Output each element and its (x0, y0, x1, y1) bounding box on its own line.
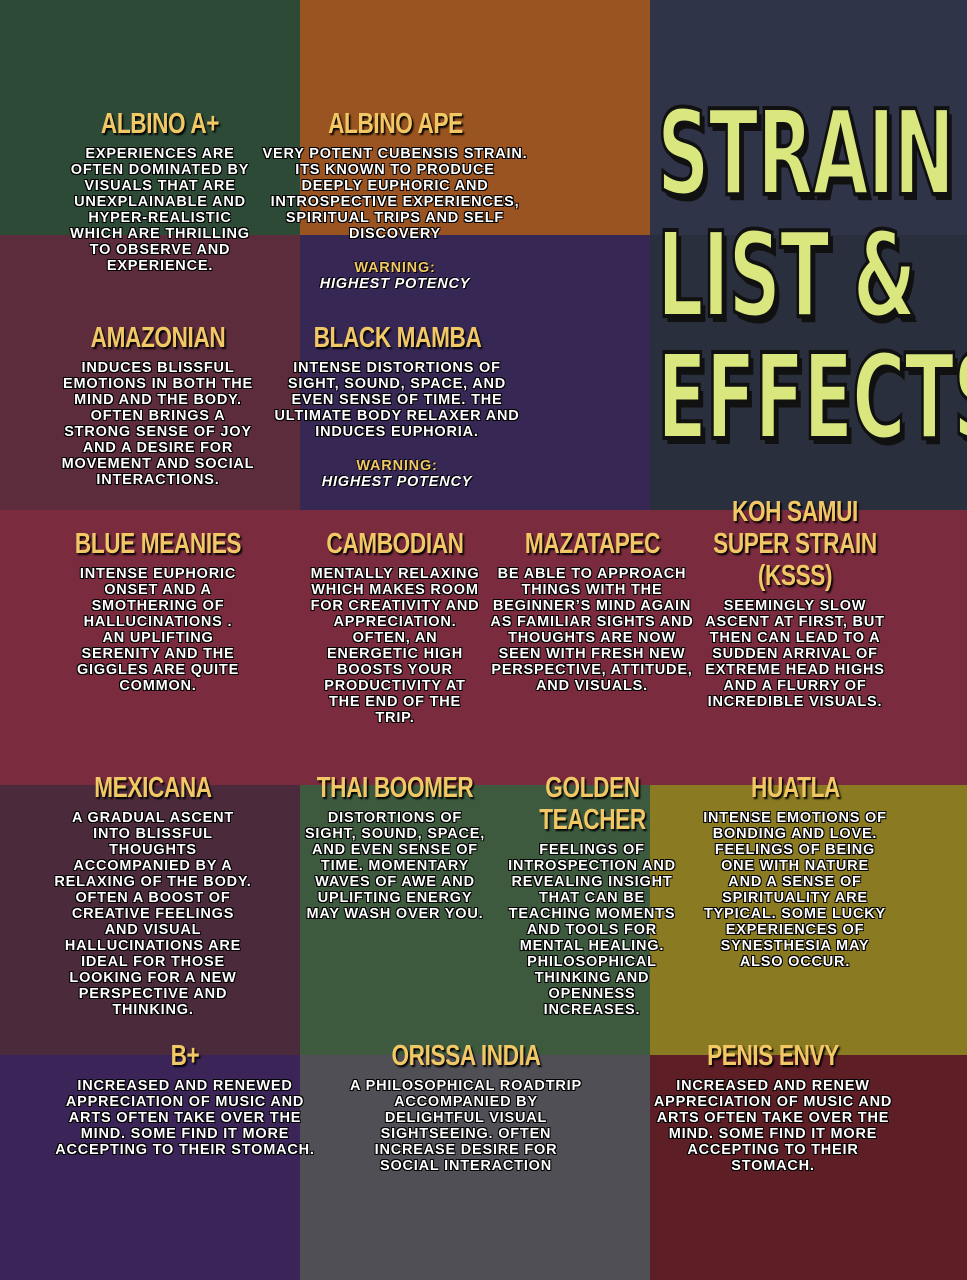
strain-card: AMAZONIAN INDUCES BLISSFUL EMOTIONS IN BO… (58, 322, 258, 488)
bg-tile (650, 0, 967, 235)
warning: WARNING: HIGHEST POTENCY (270, 458, 525, 490)
strain-card: CAMBODIAN MENTALLY RELAXING WHICH MAKES R… (310, 528, 480, 726)
strain-card: BLUE MEANIES INTENSE EUPHORIC ONSET AND A… (73, 528, 243, 694)
bg-tile (0, 0, 300, 235)
strain-description: INTENSE DISTORTIONS OF SIGHT, SOUND, SPA… (274, 360, 520, 440)
warning-label: WARNING: (354, 260, 436, 276)
bg-tile (0, 785, 300, 1055)
title-line: EFFECTS (656, 328, 967, 466)
strain-card: ORISSA INDIA A PHILOSOPHICAL ROADTRIP ACC… (346, 1040, 586, 1174)
strain-name: THAI BOOMER (316, 772, 474, 804)
strain-name: GOLDEN TEACHER (538, 772, 646, 836)
bg-tile (650, 1055, 967, 1280)
bg-tile (300, 1055, 650, 1280)
strain-name: HUATLA (750, 772, 840, 804)
strain-description: DISTORTIONS OF SIGHT, SOUND, SPACE, AND … (304, 810, 486, 922)
strain-description: BE ABLE TO APPROACH THINGS WITH THE BEGI… (490, 566, 694, 694)
warning-text: HIGHEST POTENCY (321, 474, 473, 490)
strain-name: ORISSA INDIA (391, 1040, 541, 1072)
bg-tile (0, 235, 300, 510)
title-line: STRAIN (656, 84, 956, 222)
strain-card: GOLDEN TEACHER FEELINGS OF INTROSPECTION … (505, 772, 680, 1018)
strain-card: MEXICANA A GRADUAL ASCENT INTO BLISSFUL T… (53, 772, 253, 1018)
bg-tile (0, 510, 967, 785)
warning-text: HIGHEST POTENCY (319, 276, 471, 292)
strain-name: B+ (170, 1040, 200, 1072)
strain-card: BLACK MAMBA INTENSE DISTORTIONS OF SIGHT,… (270, 322, 525, 490)
strain-card: THAI BOOMER DISTORTIONS OF SIGHT, SOUND, … (300, 772, 490, 922)
strain-name: CAMBODIAN (326, 528, 464, 560)
strain-card: B+ INCREASED AND RENEWED APPRECIATION OF … (55, 1040, 315, 1158)
strain-name: MAZATAPEC (524, 528, 660, 560)
bg-tile (650, 235, 967, 510)
strain-description: INTENSE EMOTIONS OF BONDING AND LOVE. FE… (703, 810, 887, 970)
strain-card: PENIS ENVY INCREASED AND RENEW APPRECIATI… (653, 1040, 893, 1174)
strain-description: FEELINGS OF INTROSPECTION AND REVEALING … (508, 842, 676, 1018)
strain-description: VERY POTENT CUBENSIS STRAIN. ITS KNOWN T… (262, 146, 528, 242)
strain-card: KOH SAMUI SUPER STRAIN (KSSS) SEEMINGLY S… (700, 496, 890, 710)
bg-tile (0, 1055, 300, 1280)
strain-description: INCREASED AND RENEW APPRECIATION OF MUSI… (653, 1078, 893, 1174)
title-line: LIST & (656, 206, 918, 344)
bg-tile (650, 785, 967, 1055)
strain-name: ALBINO A+ (100, 108, 220, 140)
strain-name: BLUE MEANIES (74, 528, 242, 560)
strain-name: MEXICANA (94, 772, 212, 804)
strain-card: ALBINO APE VERY POTENT CUBENSIS STRAIN. I… (263, 108, 528, 292)
strain-description: A GRADUAL ASCENT INTO BLISSFUL THOUGHTS … (54, 810, 252, 1018)
warning: WARNING: HIGHEST POTENCY (263, 260, 528, 292)
warning-label: WARNING: (356, 458, 438, 474)
strain-card: HUATLA INTENSE EMOTIONS OF BONDING AND LO… (703, 772, 888, 970)
strain-description: INTENSE EUPHORIC ONSET AND A SMOTHERING … (76, 566, 240, 694)
strain-name: KOH SAMUI SUPER STRAIN (KSSS) (713, 496, 877, 592)
strain-description: EXPERIENCES ARE OFTEN DOMINATED BY VISUA… (70, 146, 250, 274)
bg-tile (300, 785, 650, 1055)
strain-name: AMAZONIAN (90, 322, 226, 354)
strain-card: MAZATAPEC BE ABLE TO APPROACH THINGS WITH… (490, 528, 695, 694)
bg-tile (300, 0, 650, 235)
strain-description: INDUCES BLISSFUL EMOTIONS IN BOTH THE MI… (61, 360, 255, 488)
strain-description: A PHILOSOPHICAL ROADTRIP ACCOMPANIED BY … (350, 1078, 582, 1174)
strain-card: ALBINO A+ EXPERIENCES ARE OFTEN DOMINATED… (65, 108, 255, 274)
bg-tile (300, 235, 650, 510)
strain-description: SEEMINGLY SLOW ASCENT AT FIRST, BUT THEN… (705, 598, 885, 710)
strain-description: INCREASED AND RENEWED APPRECIATION OF MU… (55, 1078, 315, 1158)
strain-name: ALBINO APE (327, 108, 463, 140)
strain-name: PENIS ENVY (707, 1040, 839, 1072)
strain-description: MENTALLY RELAXING WHICH MAKES ROOM FOR C… (310, 566, 480, 726)
strain-name: BLACK MAMBA (313, 322, 481, 354)
title: STRAIN LIST & EFFECTS (600, 84, 967, 466)
